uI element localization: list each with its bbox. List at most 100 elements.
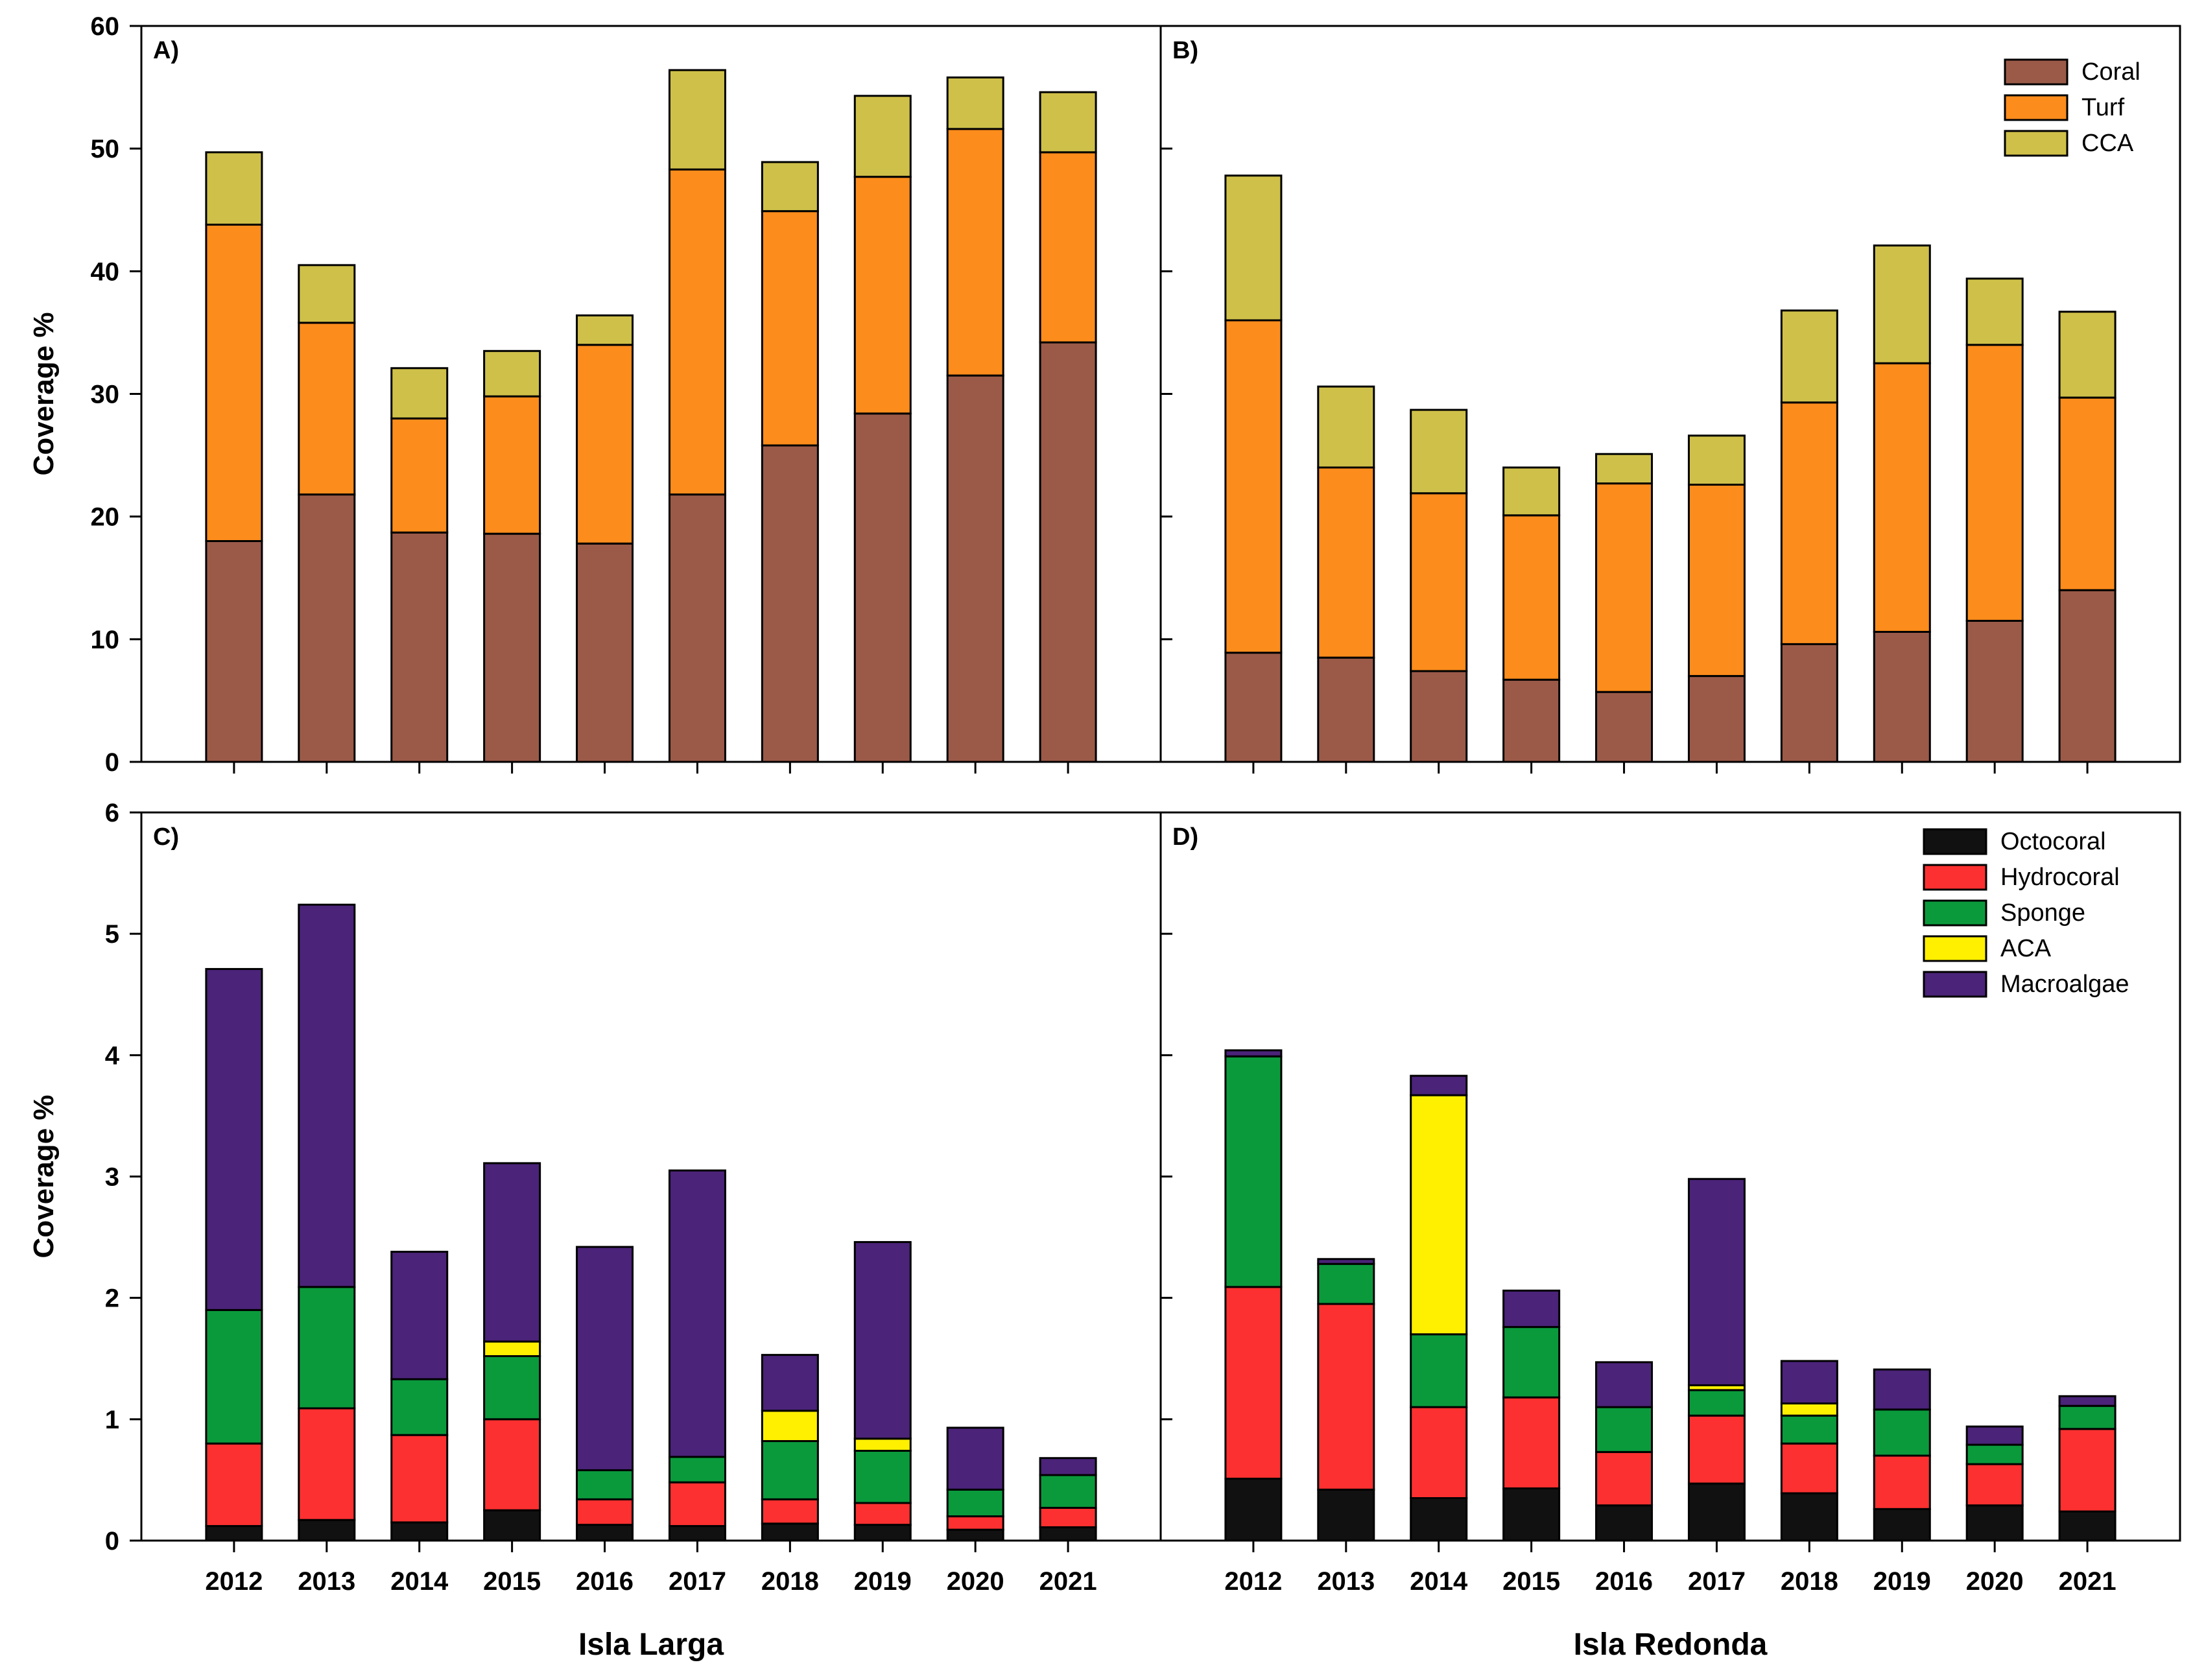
bar-d-sponge-2016 [1595, 1406, 1654, 1453]
legend-label-d-hydrocoral: Hydrocoral [2000, 864, 2120, 891]
legend-swatch-d-macroalgae [1923, 971, 1987, 998]
bar-c-sponge-2016 [576, 1469, 634, 1500]
bar-c-sponge-2020 [946, 1488, 1004, 1518]
x-tick-label-d-2016: 2016 [1595, 1567, 1653, 1596]
bar-a-coral-2019 [853, 412, 912, 763]
bar-b-coral-2021 [2058, 589, 2116, 763]
site-label-isla-redonda: Isla Redonda [1574, 1627, 1768, 1662]
x-tick-label-d-2021: 2021 [2059, 1567, 2116, 1596]
bar-c-octocoral-2019 [853, 1524, 912, 1542]
bar-c-sponge-2017 [668, 1456, 726, 1484]
bar-d-hydrocoral-2015 [1502, 1396, 1561, 1490]
bar-b-turf-2012 [1224, 319, 1283, 654]
bar-c-hydrocoral-2014 [390, 1434, 449, 1524]
bar-b-coral-2013 [1317, 656, 1375, 763]
y-tick-label-a-30: 30 [91, 381, 120, 409]
y-tick-label-c-0: 0 [105, 1527, 119, 1556]
y-tick-label-a-10: 10 [91, 626, 120, 654]
x-tick-label-c-2014: 2014 [390, 1567, 449, 1596]
bar-d-octocoral-2012 [1224, 1478, 1283, 1542]
bar-d-sponge-2020 [1965, 1443, 2024, 1465]
bar-c-macroalgae-2017 [668, 1169, 726, 1458]
y-tick-label-c-2: 2 [105, 1284, 119, 1313]
x-tick-label-c-2012: 2012 [205, 1567, 263, 1596]
bar-a-turf-2019 [853, 176, 912, 415]
bar-d-sponge-2021 [2058, 1404, 2116, 1430]
site-label-isla-larga: Isla Larga [578, 1627, 724, 1662]
bar-c-octocoral-2012 [205, 1525, 263, 1542]
bar-a-turf-2017 [668, 168, 726, 496]
legend-swatch-d-octocoral [1923, 828, 1987, 855]
bar-c-aca-2019 [853, 1437, 912, 1452]
legend-swatch-b-cca [2004, 130, 2069, 157]
y-tick-label-c-4: 4 [105, 1041, 120, 1070]
bar-a-coral-2013 [298, 493, 356, 763]
bar-d-hydrocoral-2014 [1410, 1406, 1468, 1499]
bar-b-coral-2019 [1873, 630, 1931, 763]
bar-b-turf-2017 [1687, 483, 1746, 678]
x-tick-label-d-2012: 2012 [1224, 1567, 1282, 1596]
x-tick-label-c-2018: 2018 [761, 1567, 819, 1596]
bar-d-octocoral-2017 [1687, 1482, 1746, 1542]
bar-c-octocoral-2016 [576, 1524, 634, 1542]
x-tick-label-c-2019: 2019 [854, 1567, 912, 1596]
bar-b-coral-2015 [1502, 678, 1561, 763]
x-tick-label-c-2015: 2015 [483, 1567, 541, 1596]
bar-c-octocoral-2014 [390, 1521, 449, 1542]
bar-b-cca-2014 [1410, 408, 1468, 495]
bar-a-cca-2017 [668, 69, 726, 171]
legend-label-d-octocoral: Octocoral [2000, 828, 2106, 855]
bar-b-turf-2016 [1595, 482, 1654, 693]
bar-d-octocoral-2013 [1317, 1488, 1375, 1542]
bar-a-cca-2014 [390, 367, 449, 420]
bar-a-coral-2015 [483, 532, 541, 763]
bar-c-macroalgae-2021 [1039, 1457, 1097, 1476]
legend-label-b-coral: Coral [2081, 58, 2140, 86]
panel-label-c: C) [153, 823, 179, 851]
bar-d-sponge-2015 [1502, 1326, 1561, 1399]
bar-d-aca-2014 [1410, 1094, 1468, 1336]
bar-a-turf-2013 [298, 322, 356, 496]
bar-b-cca-2015 [1502, 466, 1561, 517]
bar-d-macroalgae-2015 [1502, 1289, 1561, 1329]
bar-c-hydrocoral-2020 [946, 1515, 1004, 1531]
bar-d-hydrocoral-2020 [1965, 1463, 2024, 1507]
x-tick-label-d-2014: 2014 [1410, 1567, 1468, 1596]
x-tick-label-d-2013: 2013 [1317, 1567, 1375, 1596]
bar-b-coral-2018 [1780, 643, 1838, 763]
bar-b-cca-2020 [1965, 278, 2024, 346]
bar-a-cca-2012 [205, 151, 263, 226]
bar-c-hydrocoral-2019 [853, 1502, 912, 1526]
bar-b-turf-2018 [1780, 401, 1838, 645]
bar-d-macroalgae-2016 [1595, 1361, 1654, 1408]
bar-c-macroalgae-2012 [205, 967, 263, 1311]
bar-b-cca-2019 [1873, 244, 1931, 364]
legend-swatch-b-turf [2004, 94, 2069, 121]
bar-d-hydrocoral-2012 [1224, 1286, 1283, 1480]
panel-label-a: A) [153, 37, 179, 64]
bar-c-macroalgae-2019 [853, 1241, 912, 1440]
bar-a-turf-2018 [761, 210, 819, 447]
bar-b-coral-2020 [1965, 619, 2024, 763]
bar-d-hydrocoral-2021 [2058, 1428, 2116, 1513]
bar-a-cca-2013 [298, 264, 356, 324]
x-tick-label-c-2017: 2017 [669, 1567, 726, 1596]
y-tick-label-a-40: 40 [91, 257, 120, 286]
bar-b-cca-2021 [2058, 311, 2116, 399]
bar-b-cca-2013 [1317, 385, 1375, 469]
y-tick-label-c-1: 1 [105, 1406, 119, 1434]
bar-c-octocoral-2020 [946, 1528, 1004, 1542]
legend-swatch-d-hydrocoral [1923, 864, 1987, 891]
legend-swatch-b-coral [2004, 58, 2069, 86]
bar-b-cca-2016 [1595, 453, 1654, 485]
y-tick-label-a-20: 20 [91, 503, 120, 532]
bar-d-octocoral-2021 [2058, 1510, 2116, 1542]
bar-a-cca-2020 [946, 76, 1004, 130]
bar-c-macroalgae-2016 [576, 1246, 634, 1471]
bar-d-aca-2018 [1780, 1402, 1838, 1417]
x-tick-label-d-2015: 2015 [1502, 1567, 1560, 1596]
bar-c-octocoral-2013 [298, 1519, 356, 1542]
y-tick-label-c-3: 3 [105, 1163, 119, 1192]
bar-d-macroalgae-2017 [1687, 1177, 1746, 1386]
